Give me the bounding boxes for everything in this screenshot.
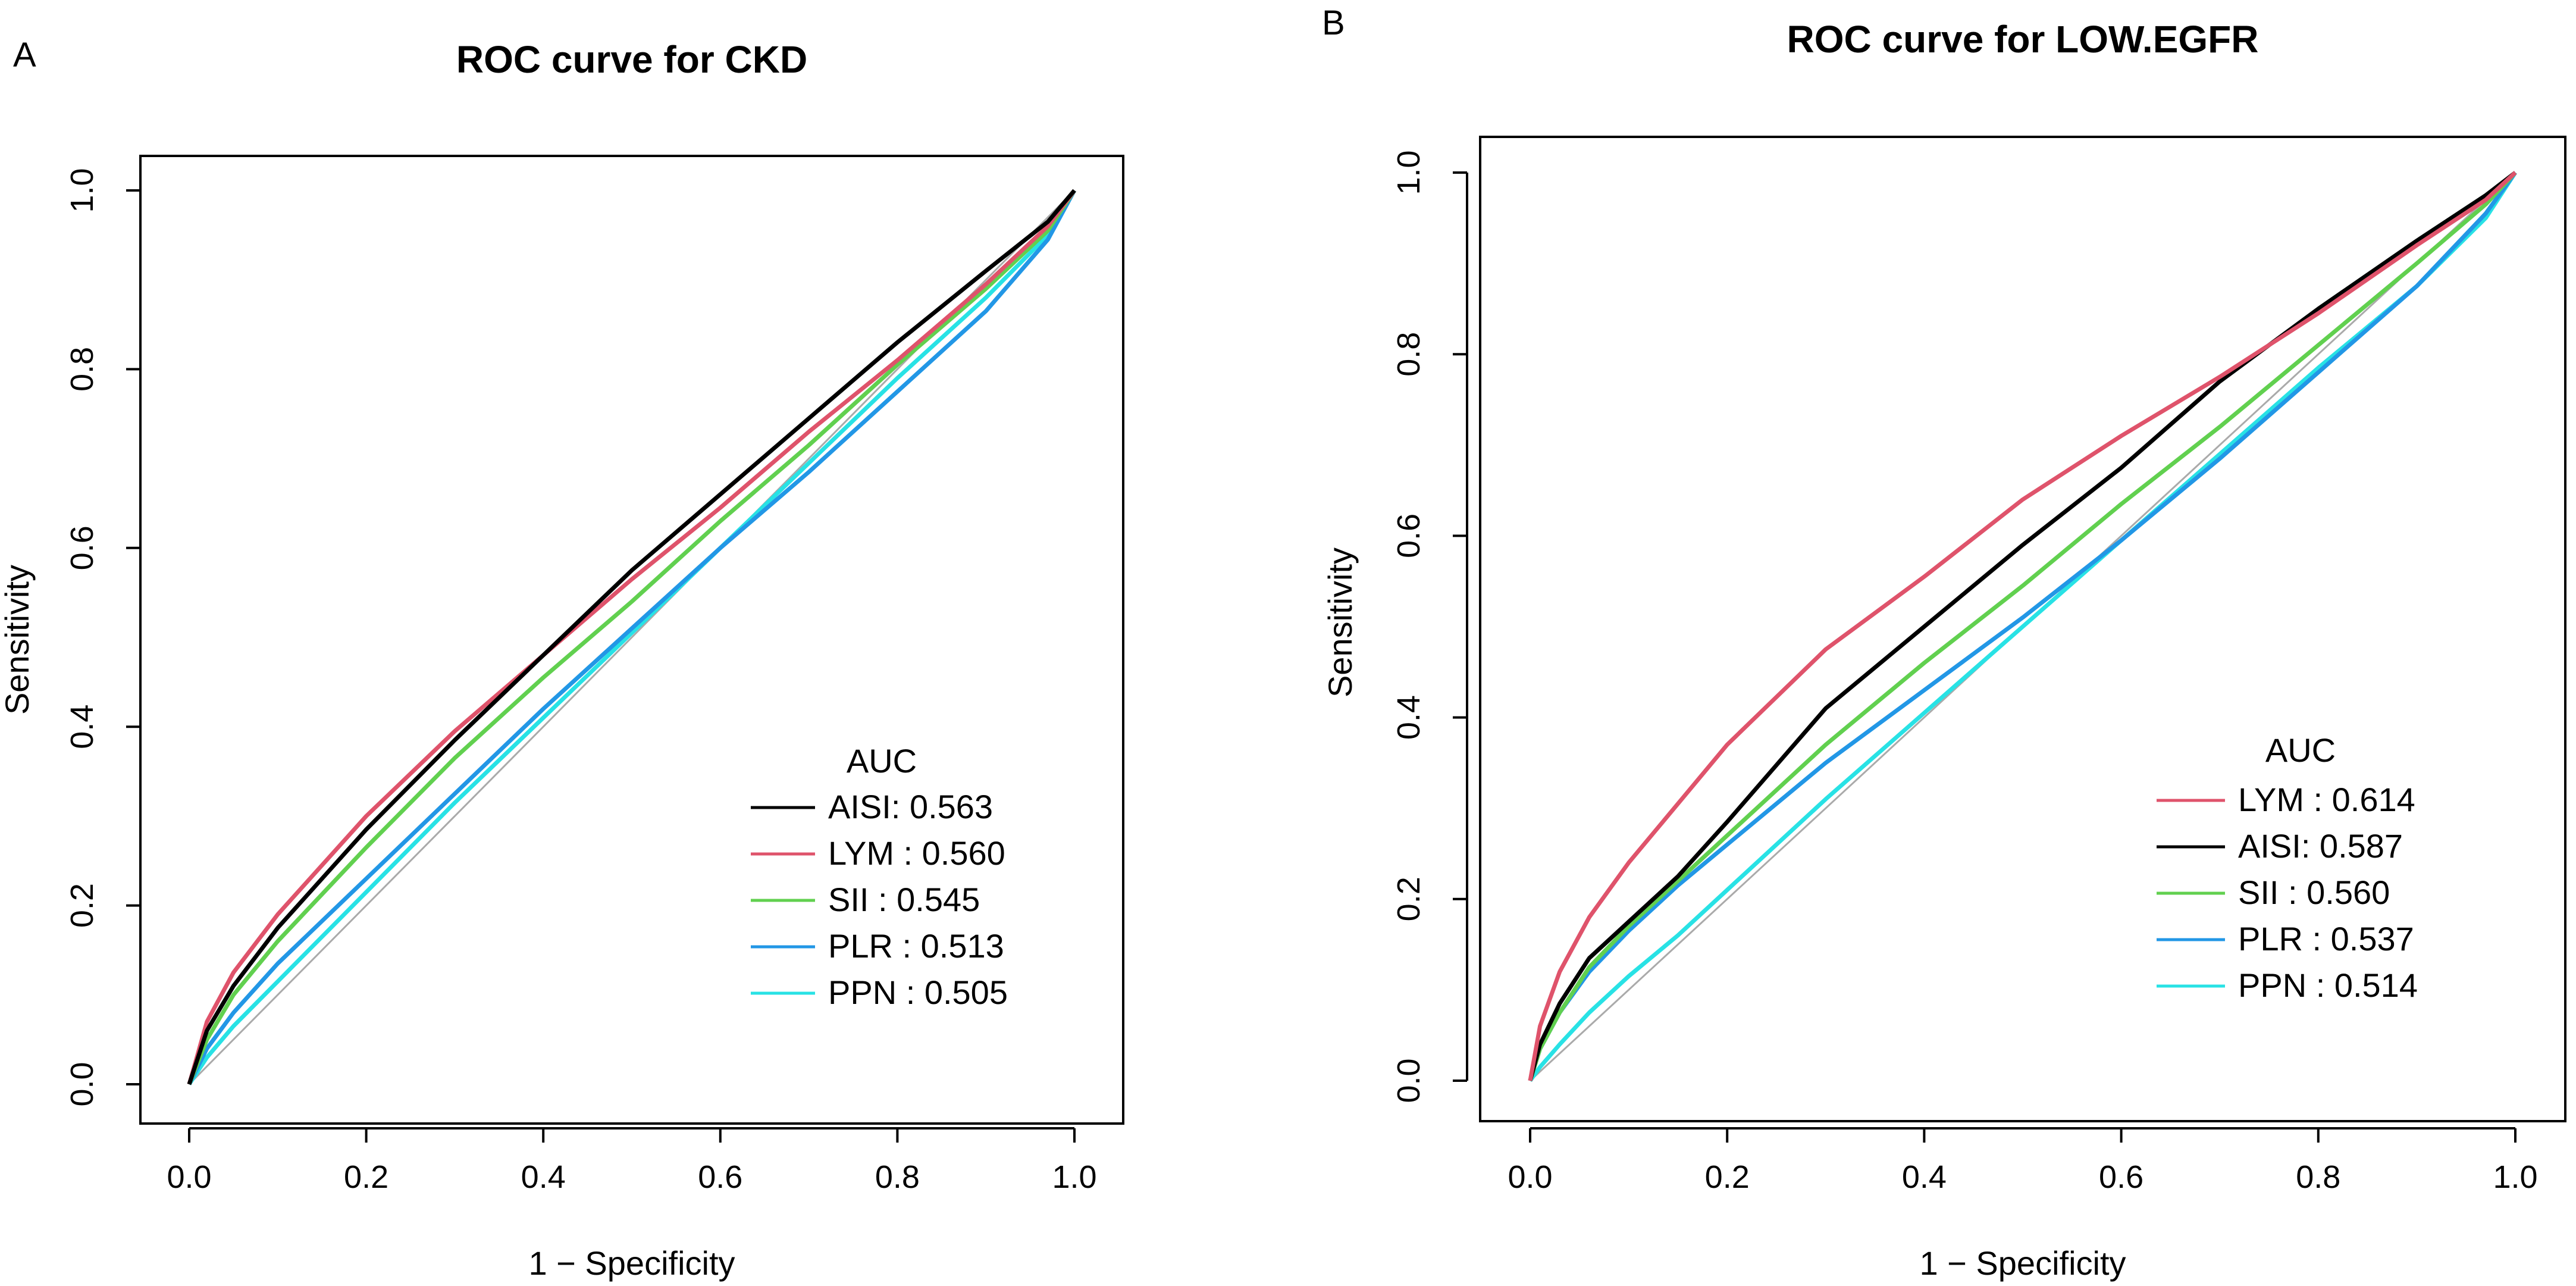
legend-label-sii: SII : 0.560	[2238, 874, 2390, 911]
x-tick-label: 0.8	[2296, 1159, 2340, 1195]
x-axis-label-b: 1 − Specificity	[1919, 1244, 2126, 1282]
legend-label-sii: SII : 0.545	[828, 881, 980, 918]
chart-title-b: ROC curve for LOW.EGFR	[1787, 18, 2259, 61]
x-axis-label-a: 1 − Specificity	[528, 1244, 735, 1282]
y-tick-label: 0.8	[64, 347, 100, 392]
roc-curve-aisi	[187, 189, 1076, 1085]
legend-label-ppn: PPN : 0.514	[2238, 966, 2418, 1004]
roc-curve-plr	[187, 189, 1077, 1085]
x-tick-label: 0.4	[521, 1159, 566, 1195]
roc-curve-sii	[187, 189, 1076, 1085]
y-tick-label: 0.2	[64, 883, 100, 928]
y-tick-label: 1.0	[1391, 150, 1427, 195]
legend-title-b: AUC	[2265, 731, 2336, 769]
y-axis-label-a: Sensitivity	[0, 565, 36, 715]
legend-b: AUC LYM : 0.614 AISI: 0.587 SII : 0.560 PLR…	[2157, 731, 2418, 1004]
roc-curve-ppn	[187, 189, 1077, 1085]
y-tick-label: 0.4	[1391, 695, 1427, 740]
y-tick-label: 0.2	[1391, 877, 1427, 921]
x-tick-label: 0.2	[344, 1159, 388, 1195]
roc-curve-lym	[187, 189, 1076, 1085]
legend-title-a: AUC	[847, 742, 917, 780]
x-axis-a: 0.0 0.2 0.4 0.6 0.8 1.0	[167, 1127, 1097, 1195]
legend-a: AUC AISI: 0.563 LYM : 0.560 SII : 0.545 PLR…	[751, 742, 1008, 1011]
x-tick-label: 1.0	[1052, 1159, 1096, 1195]
y-tick-label: 0.0	[1391, 1058, 1427, 1103]
panel-a: A ROC curve for CKD 0.0 0.2 0.4 0.6 0.8 1.0 0…	[0, 36, 1124, 1282]
x-tick-label: 0.0	[167, 1159, 211, 1195]
x-tick-label: 0.0	[1508, 1159, 1552, 1195]
x-tick-label: 0.4	[1902, 1159, 1947, 1195]
roc-curve-sii	[1528, 171, 2517, 1082]
y-tick-label: 1.0	[64, 168, 100, 212]
legend-label-ppn: PPN : 0.505	[828, 974, 1008, 1011]
x-tick-label: 0.6	[698, 1159, 742, 1195]
y-tick-label: 0.4	[64, 705, 100, 749]
roc-curves-a	[187, 189, 1077, 1085]
chart-title-a: ROC curve for CKD	[456, 38, 807, 81]
x-tick-label: 0.8	[875, 1159, 920, 1195]
y-axis-a: 0.0 0.2 0.4 0.6 0.8 1.0	[64, 168, 142, 1107]
legend-label-lym: LYM : 0.614	[2238, 781, 2415, 818]
x-axis-b: 0.0 0.2 0.4 0.6 0.8 1.0	[1508, 1127, 2538, 1195]
roc-curve-lym	[1528, 171, 2517, 1081]
legend-label-aisi: AISI: 0.563	[828, 788, 993, 825]
y-tick-label: 0.6	[1391, 514, 1427, 558]
panel-letter-b: B	[1322, 4, 1345, 42]
roc-curve-aisi	[1528, 171, 2517, 1081]
y-tick-label: 0.0	[64, 1062, 100, 1106]
panel-letter-a: A	[13, 36, 36, 74]
legend-label-plr: PLR : 0.513	[828, 927, 1004, 965]
x-tick-label: 1.0	[2493, 1159, 2537, 1195]
legend-label-aisi: AISI: 0.587	[2238, 827, 2403, 865]
y-tick-label: 0.6	[64, 525, 100, 570]
roc-curves-b	[1528, 171, 2517, 1082]
x-tick-label: 0.6	[2099, 1159, 2143, 1195]
y-axis-label-b: Sensitivity	[1321, 547, 1359, 697]
legend-label-lym: LYM : 0.560	[828, 834, 1005, 872]
panel-b: B ROC curve for LOW.EGFR 0.0 0.2 0.4 0.6 0.8…	[1321, 4, 2566, 1282]
plot-frame-b	[1479, 136, 2566, 1122]
legend-label-plr: PLR : 0.537	[2238, 920, 2414, 958]
y-tick-label: 0.8	[1391, 332, 1427, 377]
x-tick-label: 0.2	[1705, 1159, 1750, 1195]
y-axis-b: 0.0 0.2 0.4 0.6 0.8 1.0	[1391, 150, 1468, 1103]
